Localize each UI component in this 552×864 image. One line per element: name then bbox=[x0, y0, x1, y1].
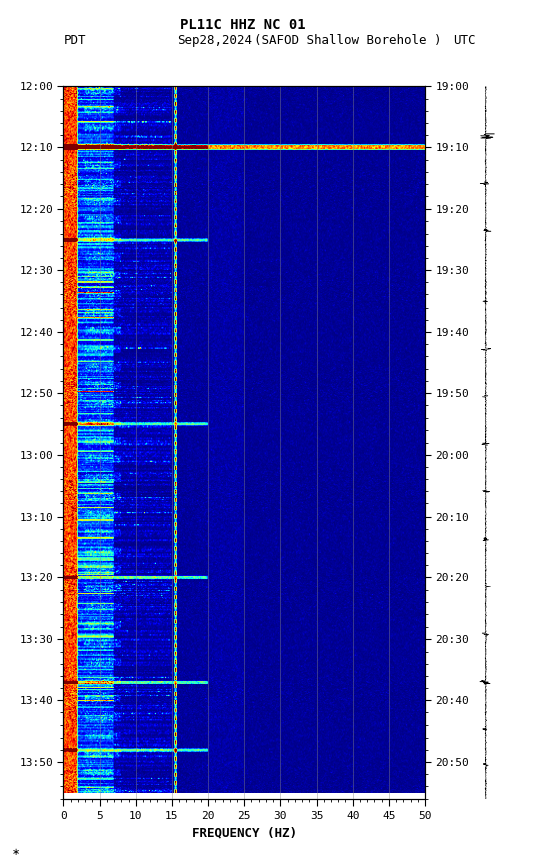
Text: PL11C HHZ NC 01: PL11C HHZ NC 01 bbox=[180, 18, 306, 32]
Text: PDT: PDT bbox=[63, 34, 86, 47]
Text: (SAFOD Shallow Borehole ): (SAFOD Shallow Borehole ) bbox=[254, 34, 442, 47]
Text: Sep28,2024: Sep28,2024 bbox=[177, 34, 252, 47]
Text: UTC: UTC bbox=[453, 34, 475, 47]
X-axis label: FREQUENCY (HZ): FREQUENCY (HZ) bbox=[192, 827, 297, 840]
Text: $\ast$: $\ast$ bbox=[11, 846, 20, 857]
